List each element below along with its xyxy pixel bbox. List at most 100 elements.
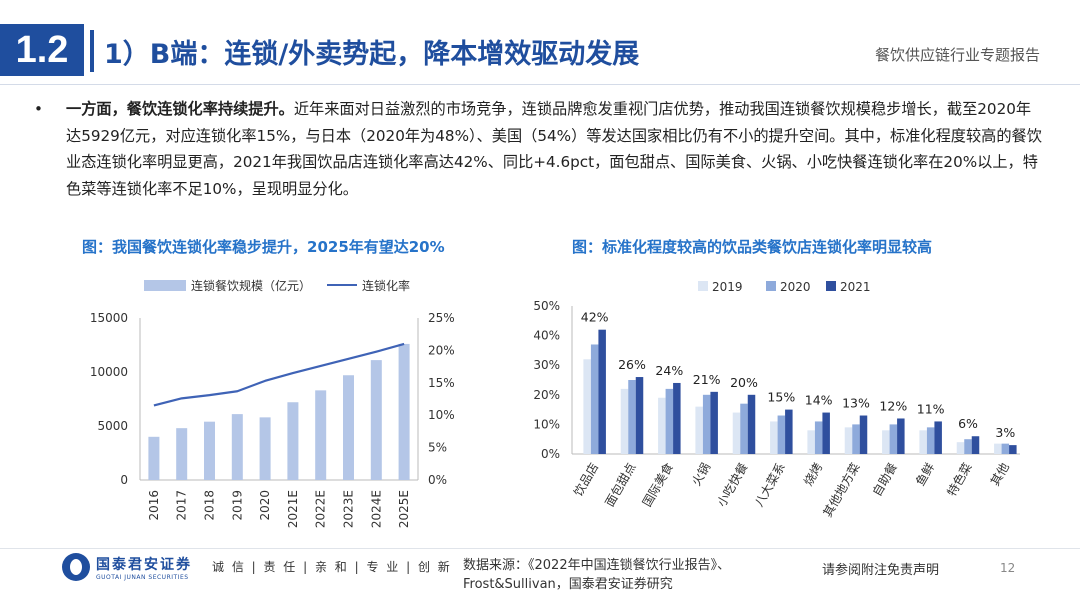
bar-2021 <box>598 329 606 454</box>
x-tick-label: 2018 <box>203 490 217 521</box>
x-tick-label: 2025E <box>397 490 411 528</box>
paragraph-body: 近年来面对日益激烈的市场竞争，连锁品牌愈发重视门店优势，推动我国连锁餐饮规模稳步… <box>66 100 1042 198</box>
y-right-tick-label: 20% <box>428 343 455 357</box>
page-title: 1）B端：连锁/外卖势起，降本增效驱动发展 <box>104 39 640 70</box>
scale-bar <box>398 343 410 480</box>
bar-2020 <box>628 380 636 454</box>
y-tick-label: 10% <box>533 417 560 431</box>
data-label: 15% <box>767 390 795 405</box>
bar-2019 <box>770 421 778 454</box>
right-chart-title: 图：标准化程度较高的饮品类餐饮店连锁化率明显较高 <box>572 238 933 256</box>
x-tick-label: 烧烤 <box>800 460 825 488</box>
scale-bar <box>148 436 160 480</box>
report-name: 餐饮供应链行业专题报告 <box>874 46 1040 64</box>
legend-label-2021: 2021 <box>840 280 871 294</box>
x-tick-label: 八大菜系 <box>752 461 788 510</box>
y-right-tick-label: 0% <box>428 473 447 487</box>
bar-2019 <box>732 412 741 454</box>
bar-2021 <box>785 409 793 454</box>
bar-2021 <box>710 391 718 454</box>
legend-swatch-scale <box>144 280 186 291</box>
bar-2021 <box>1009 445 1017 454</box>
x-tick-label: 2022E <box>314 490 328 528</box>
x-tick-label: 2016 <box>147 490 161 521</box>
y-tick-label: 30% <box>533 358 560 372</box>
y-right-tick-label: 25% <box>428 311 455 325</box>
x-tick-label: 2019 <box>230 490 244 521</box>
legend-swatch-2021 <box>826 281 836 291</box>
y-right-tick-label: 10% <box>428 408 455 422</box>
bar-2020 <box>814 421 823 454</box>
scale-bar <box>176 428 188 480</box>
logo-mark-icon <box>62 553 90 581</box>
x-tick-label: 2021E <box>286 490 300 528</box>
y-left-tick-label: 5000 <box>97 419 128 433</box>
bar-2021 <box>822 412 830 454</box>
legend-label-2019: 2019 <box>712 280 743 294</box>
section-number: 1.2 <box>0 24 84 76</box>
x-tick-label: 特色菜 <box>944 460 975 499</box>
scale-bar <box>259 417 271 480</box>
x-tick-label: 其他 <box>988 461 1012 489</box>
x-tick-label: 饮品店 <box>571 461 601 499</box>
chain-rate-line <box>153 342 405 407</box>
bar-2020 <box>926 427 935 454</box>
data-source: 数据来源：《2022年中国连锁餐饮行业报告》、 Frost&Sullivan，国… <box>463 556 730 594</box>
x-tick-label: 火锅 <box>688 460 713 488</box>
y-left-tick-label: 15000 <box>90 311 128 325</box>
title-accent-bar <box>90 30 94 72</box>
x-tick-label: 2024E <box>369 490 383 528</box>
data-label: 13% <box>842 396 870 411</box>
x-tick-label: 2017 <box>175 490 189 521</box>
data-label: 11% <box>917 401 945 416</box>
footer-divider <box>0 548 1080 549</box>
bar-2020 <box>1001 443 1010 454</box>
x-tick-label: 鱼鲜 <box>913 461 937 489</box>
y-tick-label: 40% <box>533 329 560 343</box>
legend-swatch-2020 <box>766 281 776 291</box>
y-tick-label: 20% <box>533 388 560 402</box>
bar-2019 <box>658 397 666 454</box>
y-left-tick-label: 0 <box>120 473 128 487</box>
bar-2020 <box>740 403 748 454</box>
bar-2021 <box>635 377 644 454</box>
x-tick-label: 面包甜点 <box>602 461 638 510</box>
paragraph-lead: 一方面，餐饮连锁化率持续提升。 <box>66 100 294 118</box>
bar-2019 <box>844 427 853 454</box>
bar-2019 <box>882 430 890 454</box>
chain-scale-chart: 连锁餐饮规模（亿元） 连锁化率 0 5000 10000 15000 0% 5% 10% 15% 2… <box>90 278 455 528</box>
source-line-1: 数据来源：《2022年中国连锁餐饮行业报告》、 <box>463 558 731 573</box>
bar-2021 <box>934 421 942 454</box>
bar-2019 <box>583 359 591 454</box>
data-label: 42% <box>581 310 609 325</box>
bar-2021 <box>971 436 980 454</box>
bar-2019 <box>695 406 703 454</box>
scale-bar <box>370 360 382 480</box>
bar-2019 <box>620 388 629 454</box>
x-tick-label: 2023E <box>342 490 356 528</box>
y-tick-label: 0% <box>541 447 560 461</box>
chain-rate-by-category-chart: 2019 2020 2021 0% 10% 20% 30% 40% 50% 42% 饮品店 26% 面包… <box>533 280 1020 519</box>
data-label: 24% <box>655 363 683 378</box>
data-label: 14% <box>805 393 833 408</box>
y-left-tick-label: 10000 <box>90 365 128 379</box>
data-label: 26% <box>618 357 646 372</box>
bullet: • <box>34 100 43 118</box>
y-tick-label: 50% <box>533 299 560 313</box>
x-tick-label: 2020 <box>258 490 272 521</box>
y-right-tick-label: 15% <box>428 376 455 390</box>
company-logo: 国泰君安证券 GUOTAI JUNAN SECURITIES <box>62 553 192 581</box>
scale-bar <box>287 402 299 480</box>
x-tick-label: 国际美食 <box>639 460 676 509</box>
bar-2021 <box>859 415 868 454</box>
bar-2020 <box>702 394 711 454</box>
x-tick-label: 小吃快餐 <box>714 460 751 509</box>
bar-2019 <box>956 442 965 454</box>
bar-2019 <box>807 430 815 454</box>
bar-2019 <box>994 443 1002 454</box>
legend-label-scale: 连锁餐饮规模（亿元） <box>191 278 311 293</box>
data-label: 12% <box>879 398 907 413</box>
scale-bar <box>231 414 243 480</box>
scale-bar <box>315 390 327 480</box>
bar-2021 <box>897 418 905 454</box>
